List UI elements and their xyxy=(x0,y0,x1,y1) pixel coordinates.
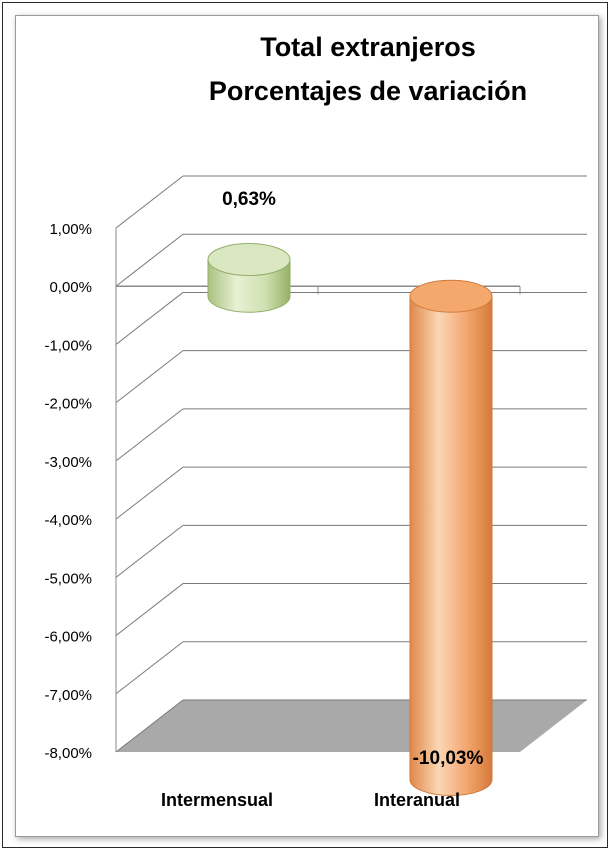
y-tick-label: -6,00% xyxy=(44,629,92,646)
y-tick-label: -7,00% xyxy=(44,687,92,704)
data-label-interanual: -10,03% xyxy=(413,748,484,769)
bar-intermensual xyxy=(207,243,291,313)
y-tick-label: 1,00% xyxy=(49,221,92,238)
gridline-side xyxy=(115,466,184,520)
gridline-side xyxy=(115,233,184,287)
bar-top xyxy=(207,243,291,277)
chart-title-line-2: Porcentajes de variación xyxy=(209,76,527,106)
y-tick-label: -8,00% xyxy=(44,745,92,762)
gridline-side xyxy=(115,408,184,462)
data-label-intermensual: 0,63% xyxy=(222,189,276,210)
y-tick-label: -5,00% xyxy=(44,570,92,587)
gridline-side xyxy=(115,524,184,578)
y-tick-label: -3,00% xyxy=(44,454,92,471)
gridline-side xyxy=(115,292,184,345)
bar-interanual xyxy=(409,279,493,796)
y-tick-label: -1,00% xyxy=(44,337,92,354)
category-label-interanual: Interanual xyxy=(374,790,460,810)
chart-floor xyxy=(116,700,587,752)
gridline-side xyxy=(115,350,184,404)
y-tick-label: 0,00% xyxy=(49,279,92,296)
bar-body xyxy=(409,295,493,796)
category-label-intermensual: Intermensual xyxy=(161,790,273,810)
gridline-side xyxy=(115,175,184,229)
y-tick-label: -2,00% xyxy=(44,396,92,413)
gridline-side xyxy=(115,641,184,695)
bar-top xyxy=(409,279,493,313)
gridline-side xyxy=(115,583,184,636)
gridline-side xyxy=(115,699,184,753)
y-tick-label: -4,00% xyxy=(44,512,92,529)
chart-title-line-1: Total extranjeros xyxy=(260,32,476,62)
